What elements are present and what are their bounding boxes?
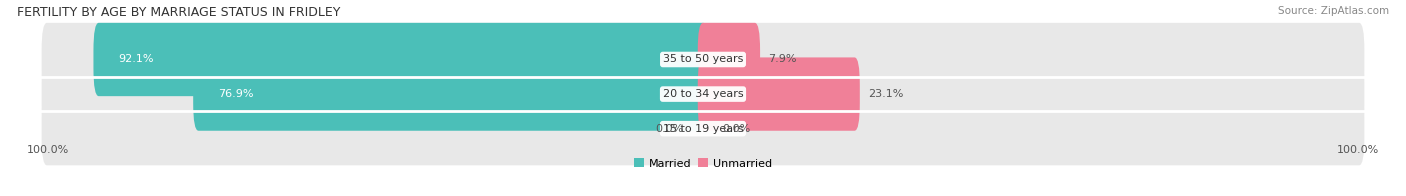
Text: 76.9%: 76.9% — [218, 89, 253, 99]
Text: FERTILITY BY AGE BY MARRIAGE STATUS IN FRIDLEY: FERTILITY BY AGE BY MARRIAGE STATUS IN F… — [17, 6, 340, 19]
Text: 92.1%: 92.1% — [118, 54, 153, 64]
FancyBboxPatch shape — [697, 57, 860, 131]
Text: 23.1%: 23.1% — [868, 89, 903, 99]
Text: 15 to 19 years: 15 to 19 years — [662, 124, 744, 134]
Text: 0.0%: 0.0% — [723, 124, 751, 134]
FancyBboxPatch shape — [93, 23, 709, 96]
FancyBboxPatch shape — [42, 23, 1364, 96]
Text: 7.9%: 7.9% — [768, 54, 796, 64]
Text: 35 to 50 years: 35 to 50 years — [662, 54, 744, 64]
FancyBboxPatch shape — [42, 92, 1364, 165]
Text: 0.0%: 0.0% — [655, 124, 683, 134]
Text: 20 to 34 years: 20 to 34 years — [662, 89, 744, 99]
Legend: Married, Unmarried: Married, Unmarried — [630, 154, 776, 173]
Text: 100.0%: 100.0% — [27, 145, 69, 155]
FancyBboxPatch shape — [193, 57, 709, 131]
FancyBboxPatch shape — [42, 57, 1364, 131]
FancyBboxPatch shape — [697, 23, 761, 96]
Text: 100.0%: 100.0% — [1337, 145, 1379, 155]
Text: Source: ZipAtlas.com: Source: ZipAtlas.com — [1278, 6, 1389, 16]
